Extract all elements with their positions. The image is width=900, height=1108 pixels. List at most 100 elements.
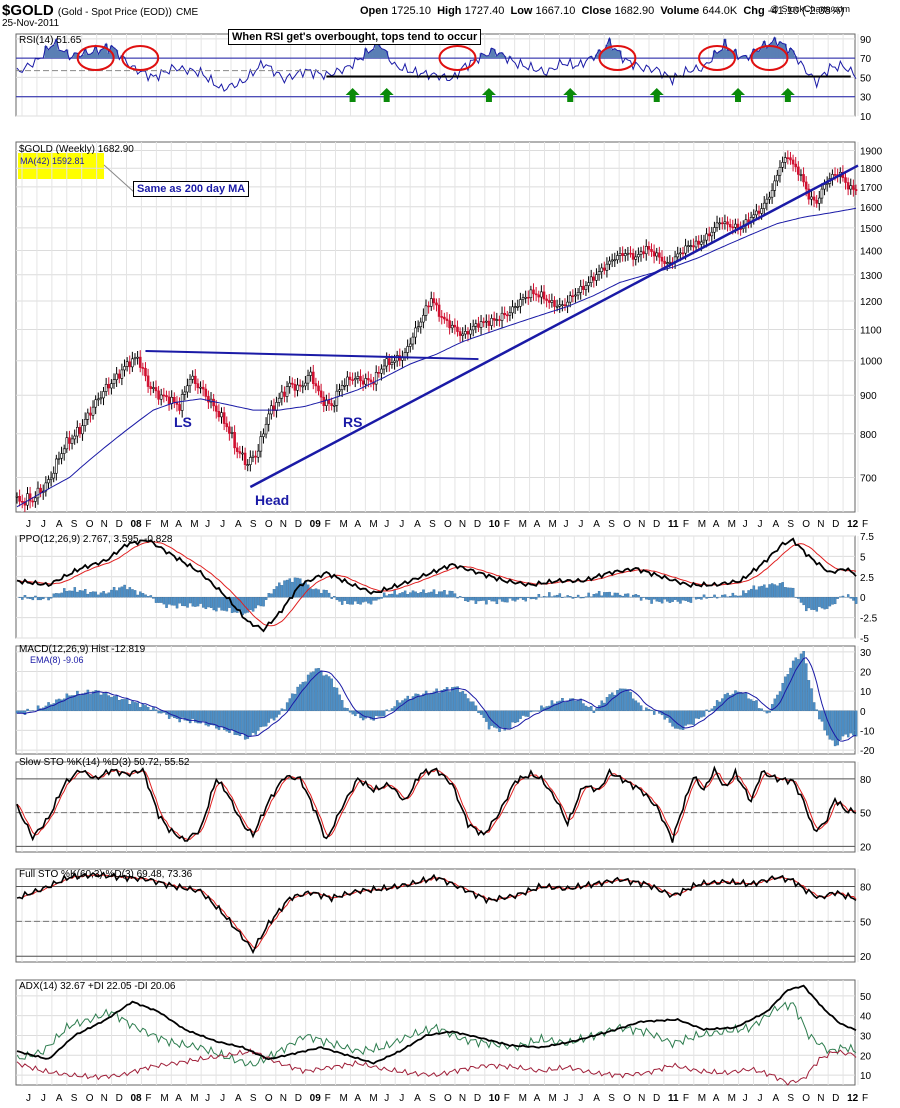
ppo-hist-bar — [464, 597, 467, 602]
candle-body — [230, 432, 234, 434]
adx-line — [16, 984, 857, 1065]
macd-hist-bar — [333, 687, 336, 711]
ppo-hist-bar — [170, 597, 174, 606]
candle-body — [637, 254, 640, 258]
ppo-hist-bar — [508, 597, 512, 599]
macd-hist-bar — [631, 698, 635, 711]
x-axis-label: M — [728, 519, 736, 530]
ppo-hist-bar — [786, 587, 790, 598]
ma-leader-line — [103, 164, 135, 193]
macd-hist-bar — [807, 680, 811, 711]
candle-body — [138, 356, 142, 368]
macd-hist-bar — [104, 692, 108, 711]
macd-hist-bar — [448, 691, 451, 711]
ppo-hist-bar — [60, 592, 63, 598]
ppo-hist-bar — [663, 597, 666, 600]
x-axis-label-bottom: A — [534, 1093, 541, 1104]
candle-body — [471, 325, 475, 331]
candle-body — [104, 383, 108, 392]
macd-hist-bar — [456, 686, 459, 711]
candle-body — [117, 373, 121, 379]
ppo-hist-bar — [65, 591, 69, 598]
candle-body — [461, 333, 465, 336]
macd-hist-bar — [582, 703, 585, 711]
candle-body — [440, 316, 444, 318]
candle-body — [542, 291, 546, 300]
candle-body — [115, 373, 118, 380]
candle-body — [304, 382, 307, 387]
macd-hist-bar — [647, 709, 651, 711]
up-arrow-icon — [780, 88, 795, 102]
ppo-hist-bar — [797, 597, 800, 599]
macd-hist-bar — [84, 692, 87, 711]
ls-label: LS — [174, 414, 192, 430]
macd-hist-bar — [485, 710, 488, 722]
candle-body — [718, 222, 721, 225]
x-axis-label: A — [593, 519, 600, 530]
ppo-hist-bar — [131, 589, 134, 598]
candle-body — [361, 380, 365, 385]
candle-body — [655, 252, 659, 257]
ppo-hist-bar — [826, 597, 829, 609]
macd-hist-bar — [466, 698, 470, 711]
macd-hist-bar — [566, 700, 569, 711]
candle-body — [505, 314, 509, 317]
slow-sto-k-line — [16, 765, 857, 843]
macd-hist-bar — [385, 709, 389, 711]
candle-body — [154, 387, 158, 392]
macd-hist-bar — [854, 710, 858, 737]
rsi-panel-tick-label: 10 — [860, 112, 872, 123]
candle-body — [251, 455, 255, 458]
candle-body — [86, 412, 90, 420]
ppo-hist-bar — [731, 592, 735, 598]
macd-hist-bar — [569, 698, 572, 711]
candle-body — [393, 360, 396, 363]
candle-body — [448, 320, 451, 329]
candle-body — [293, 383, 297, 391]
candle-body — [634, 256, 638, 260]
candle-body — [647, 246, 651, 250]
macd-hist-bar — [348, 710, 352, 713]
overbought-circle — [598, 45, 637, 71]
ppo-hist-bar — [616, 592, 619, 598]
macd-hist-bar — [312, 671, 315, 711]
candle-body — [715, 222, 719, 228]
ppo-hist-bar — [521, 597, 525, 600]
x-axis-label-bottom: S — [429, 1093, 436, 1104]
ppo-hist-bar — [390, 593, 394, 598]
candle-body — [256, 450, 260, 458]
candle-body — [225, 423, 229, 428]
macd-hist-bar — [241, 710, 244, 734]
macd-hist-bar — [285, 702, 289, 711]
candle-body — [563, 304, 567, 307]
neckline — [145, 350, 479, 361]
candle-body — [317, 385, 320, 392]
candle-body — [152, 387, 155, 389]
candle-body — [686, 245, 690, 247]
x-axis-label: N — [817, 519, 824, 530]
up-arrow-icon — [481, 88, 496, 102]
candle-body — [133, 357, 137, 360]
ppo-hist-bar — [445, 594, 449, 598]
x-axis-label: F — [683, 519, 689, 530]
ppo-hist-bar — [784, 587, 787, 598]
macd-hist-bar — [238, 710, 242, 736]
candle-body — [521, 297, 525, 300]
ppo-hist-bar — [280, 585, 284, 598]
macd-hist-bar — [409, 698, 412, 711]
x-axis-label-bottom: M — [190, 1093, 198, 1104]
macd-hist-bar — [78, 695, 82, 711]
candle-body — [406, 346, 409, 353]
ppo-hist-bar — [42, 597, 45, 600]
candle-body — [663, 260, 666, 264]
ppo-hist-bar — [422, 589, 425, 598]
ppo-hist-bar — [110, 589, 113, 598]
macd-hist-bar — [726, 692, 729, 711]
macd-hist-bar — [802, 651, 805, 711]
ppo-hist-bar — [631, 594, 635, 598]
macd-hist-bar — [299, 684, 302, 711]
ppo-hist-bar — [723, 594, 727, 598]
macd-hist-bar — [225, 710, 229, 732]
ppo-hist-bar — [393, 590, 396, 598]
head-label: Head — [255, 492, 289, 508]
